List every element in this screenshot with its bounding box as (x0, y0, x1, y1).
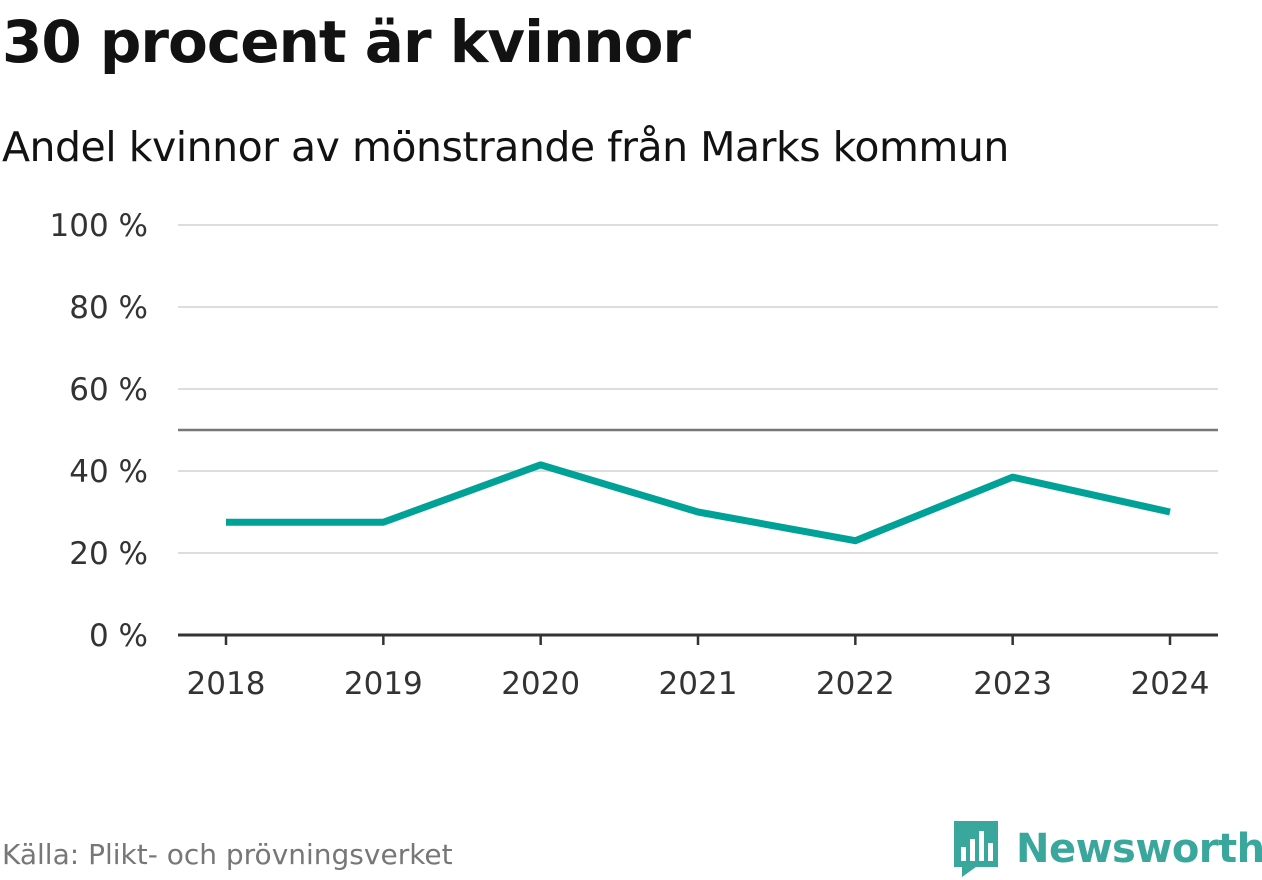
y-tick-label: 60 % (69, 372, 148, 408)
brand-logo: Newsworthy (950, 818, 1262, 880)
x-tick-label: 2019 (344, 666, 423, 702)
source-note: Källa: Plikt- och prövningsverket (2, 838, 453, 871)
x-tick-label: 2023 (973, 666, 1052, 702)
line-chart: 0 % 20 % 40 % 60 % 80 % 100 % 2018 2019 2020 202… (0, 0, 1262, 800)
x-tick-label: 2021 (659, 666, 738, 702)
x-tick-label: 2020 (501, 666, 580, 702)
x-tick-label: 2022 (816, 666, 895, 702)
x-tick-label: 2018 (187, 666, 266, 702)
y-tick-label: 0 % (89, 618, 148, 654)
newsworthy-logo-icon (950, 819, 1002, 879)
x-tick-label: 2024 (1131, 666, 1210, 702)
y-tick-label: 80 % (69, 290, 148, 326)
series-line (226, 465, 1170, 541)
y-tick-label: 40 % (69, 454, 148, 490)
series-group (226, 465, 1170, 541)
y-tick-label: 20 % (69, 536, 148, 572)
x-axis-ticks: 2018 2019 2020 2021 2022 2023 2024 (187, 635, 1210, 702)
y-tick-label: 100 % (50, 208, 148, 244)
y-axis-ticks: 0 % 20 % 40 % 60 % 80 % 100 % (50, 208, 148, 654)
gridlines (178, 225, 1218, 553)
brand-name: Newsworthy (1016, 826, 1262, 872)
